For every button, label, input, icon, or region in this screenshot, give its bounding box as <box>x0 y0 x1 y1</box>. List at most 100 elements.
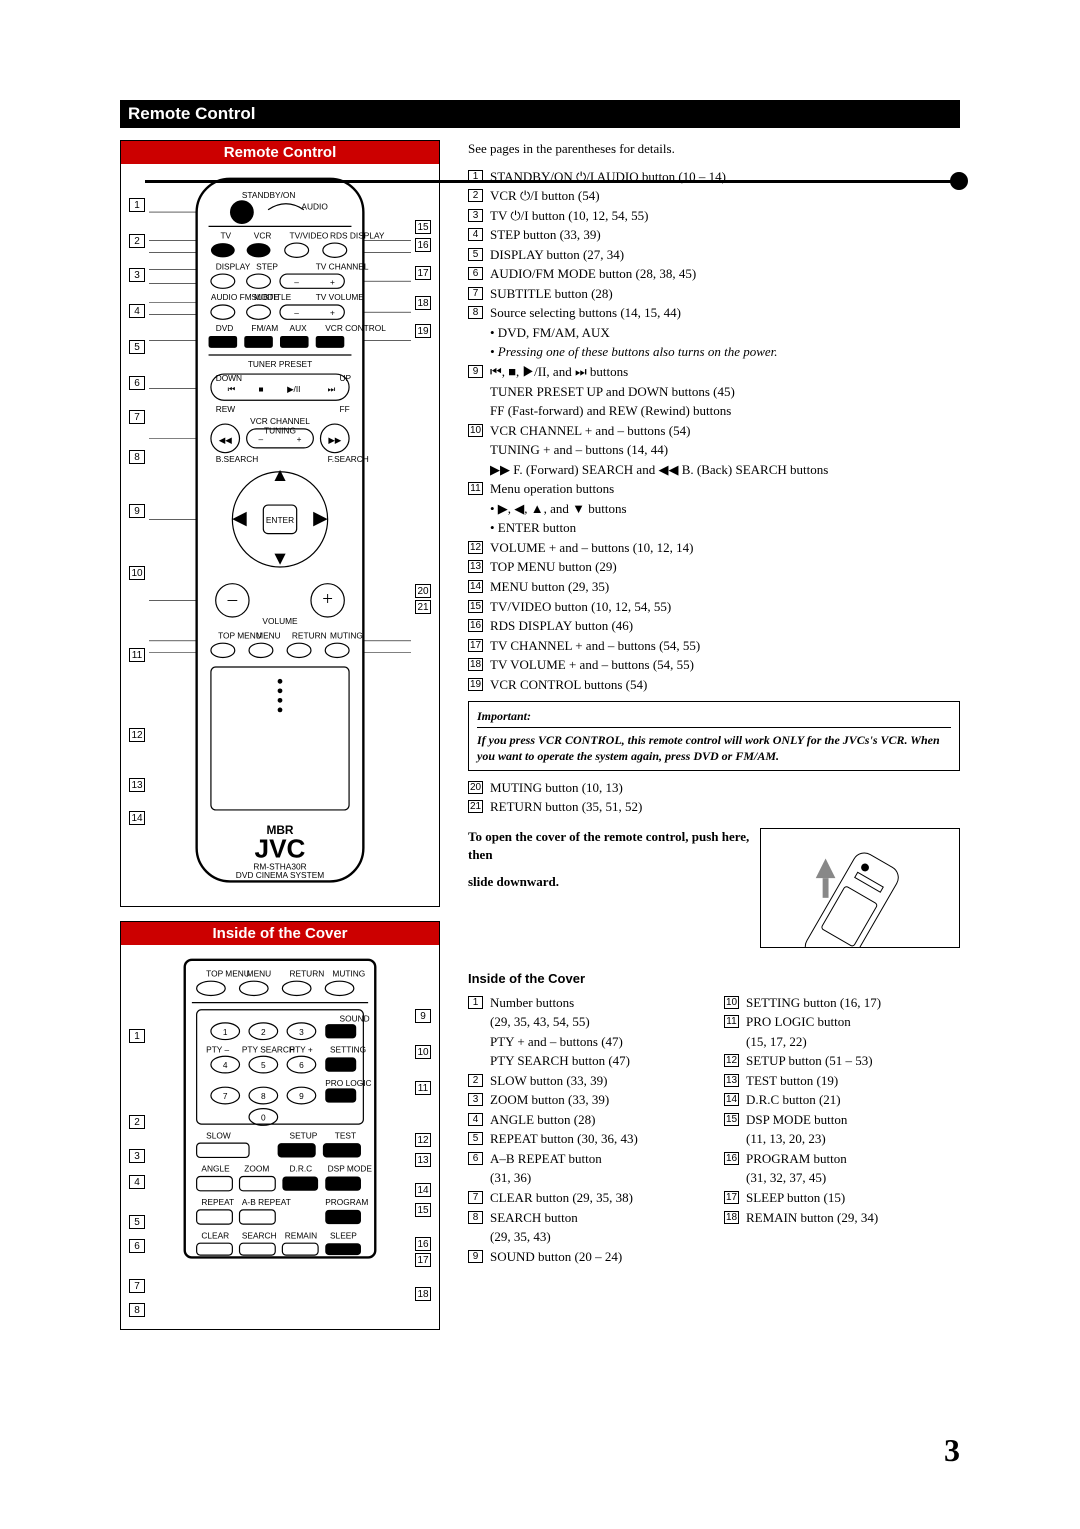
label-fmam: FM/AM <box>251 323 278 333</box>
svg-text:PTY SEARCH: PTY SEARCH <box>242 1044 295 1054</box>
ref-num: 13 <box>724 1074 739 1087</box>
callout-9: 9 <box>415 1009 431 1023</box>
ref-item: 4STEP button (33, 39) <box>468 226 960 244</box>
ref-num: 12 <box>724 1054 739 1067</box>
ref-item: 10SETTING button (16, 17) <box>724 994 960 1012</box>
content-row: Remote Control 1234567891011121314 STAND… <box>120 140 960 1330</box>
svg-text:5: 5 <box>261 1060 266 1070</box>
callout-9: 9 <box>129 504 145 518</box>
label-tvch: TV CHANNEL <box>316 261 369 271</box>
callout-2: 2 <box>129 234 145 248</box>
ref-num: 7 <box>468 1191 483 1204</box>
ref-item: 9SOUND button (20 – 24) <box>468 1248 704 1266</box>
label-vcr: VCR <box>254 230 272 240</box>
ref-item: 17TV CHANNEL + and – buttons (54, 55) <box>468 637 960 655</box>
label-tuning: TUNING <box>264 426 296 436</box>
callout-1: 1 <box>129 198 145 212</box>
callout-4: 4 <box>129 1175 145 1189</box>
ref-num: 19 <box>468 678 483 691</box>
svg-text:DSP MODE: DSP MODE <box>328 1163 373 1173</box>
label-muting: MUTING <box>330 630 363 640</box>
ref-num: 21 <box>468 800 483 813</box>
svg-text:+: + <box>330 308 335 318</box>
ref-subline: (31, 32, 37, 45) <box>724 1169 960 1187</box>
label-tvvideo: TV/VIDEO <box>290 230 329 240</box>
label-audio: AUDIO <box>301 202 328 212</box>
svg-text:3: 3 <box>299 1026 304 1036</box>
svg-text:REPEAT: REPEAT <box>201 1197 234 1207</box>
callout-16: 16 <box>415 238 431 252</box>
ref-num: 18 <box>468 658 483 671</box>
ref-num: 2 <box>468 189 483 202</box>
cover-callouts-left: 12345678 <box>129 955 145 1317</box>
ref-item: 14D.R.C button (21) <box>724 1091 960 1109</box>
svg-text:◀: ◀ <box>232 508 247 529</box>
callout-18: 18 <box>415 296 431 310</box>
svg-text:▶▶: ▶▶ <box>328 435 341 445</box>
callout-4: 4 <box>129 304 145 318</box>
callout-1: 1 <box>129 1029 145 1043</box>
ref-num: 8 <box>468 306 483 319</box>
cover-panel-header: Inside of the Cover <box>121 922 439 945</box>
ref-num: 15 <box>724 1113 739 1126</box>
callout-13: 13 <box>415 1153 431 1167</box>
remote-callouts-right: 15161718192021 <box>415 174 431 614</box>
svg-text:MENU: MENU <box>247 968 272 978</box>
callout-17: 17 <box>415 266 431 280</box>
ref-num: 11 <box>724 1015 739 1028</box>
callout-12: 12 <box>415 1133 431 1147</box>
ref-item: 5REPEAT button (30, 36, 43) <box>468 1130 704 1148</box>
ref-item: 16PROGRAM button <box>724 1150 960 1168</box>
callout-14: 14 <box>129 811 145 825</box>
svg-text:SEARCH: SEARCH <box>242 1230 277 1240</box>
ref-num: 10 <box>724 996 739 1009</box>
ref-item: 18TV VOLUME + and – buttons (54, 55) <box>468 656 960 674</box>
ref-subline: ▶▶ F. (Forward) SEARCH and ◀◀ B. (Back) … <box>468 461 960 479</box>
ref-num: 11 <box>468 482 483 495</box>
ref-num: 1 <box>468 170 483 183</box>
svg-text:CLEAR: CLEAR <box>201 1230 229 1240</box>
callout-19: 19 <box>415 324 431 338</box>
cover-panel: Inside of the Cover 12345678 TOP MENU ME… <box>120 921 440 1330</box>
callout-5: 5 <box>129 1215 145 1229</box>
ref-item: 11Menu operation buttons <box>468 480 960 498</box>
ref-num: 17 <box>724 1191 739 1204</box>
ref-item: 7SUBTITLE button (28) <box>468 285 960 303</box>
callout-6: 6 <box>129 376 145 390</box>
svg-text:+: + <box>297 434 302 444</box>
label-fsearch: F.SEARCH <box>328 454 369 464</box>
label-display: DISPLAY <box>216 261 251 271</box>
ref-item: 15TV/VIDEO button (10, 12, 54, 55) <box>468 598 960 616</box>
ref-subline: (31, 36) <box>468 1169 704 1187</box>
svg-text:D.R.C: D.R.C <box>290 1163 313 1173</box>
ref-num: 4 <box>468 1113 483 1126</box>
callout-13: 13 <box>129 778 145 792</box>
ref-num: 9 <box>468 365 483 378</box>
svg-text:6: 6 <box>299 1060 304 1070</box>
callout-8: 8 <box>129 1303 145 1317</box>
label-rew: REW <box>216 404 236 414</box>
svg-text:PRO LOGIC: PRO LOGIC <box>325 1078 371 1088</box>
svg-text:1: 1 <box>223 1026 228 1036</box>
svg-text:SLEEP: SLEEP <box>330 1230 357 1240</box>
svg-text:A-B REPEAT: A-B REPEAT <box>242 1197 291 1207</box>
svg-text:TEST: TEST <box>335 1130 356 1140</box>
ref-num: 10 <box>468 424 483 437</box>
ref-subline: (11, 13, 20, 23) <box>724 1130 960 1148</box>
inside-cover-heading: Inside of the Cover <box>468 970 960 988</box>
callout-8: 8 <box>129 450 145 464</box>
svg-text:▶: ▶ <box>313 508 328 529</box>
svg-text:0: 0 <box>261 1112 266 1122</box>
ref-num: 20 <box>468 781 483 794</box>
ref-num: 8 <box>468 1211 483 1224</box>
svg-text:SETTING: SETTING <box>330 1044 366 1054</box>
ref-item: 5DISPLAY button (27, 34) <box>468 246 960 264</box>
ref-item: 7CLEAR button (29, 35, 38) <box>468 1189 704 1207</box>
svg-text:PTY +: PTY + <box>290 1044 313 1054</box>
important-body: If you press VCR CONTROL, this remote co… <box>477 732 951 764</box>
svg-text:ZOOM: ZOOM <box>244 1163 269 1173</box>
label-tuner: TUNER PRESET <box>248 359 312 369</box>
ref-num: 2 <box>468 1074 483 1087</box>
ref-item: 8SEARCH button <box>468 1209 704 1227</box>
label-rds: RDS DISPLAY <box>330 230 385 240</box>
